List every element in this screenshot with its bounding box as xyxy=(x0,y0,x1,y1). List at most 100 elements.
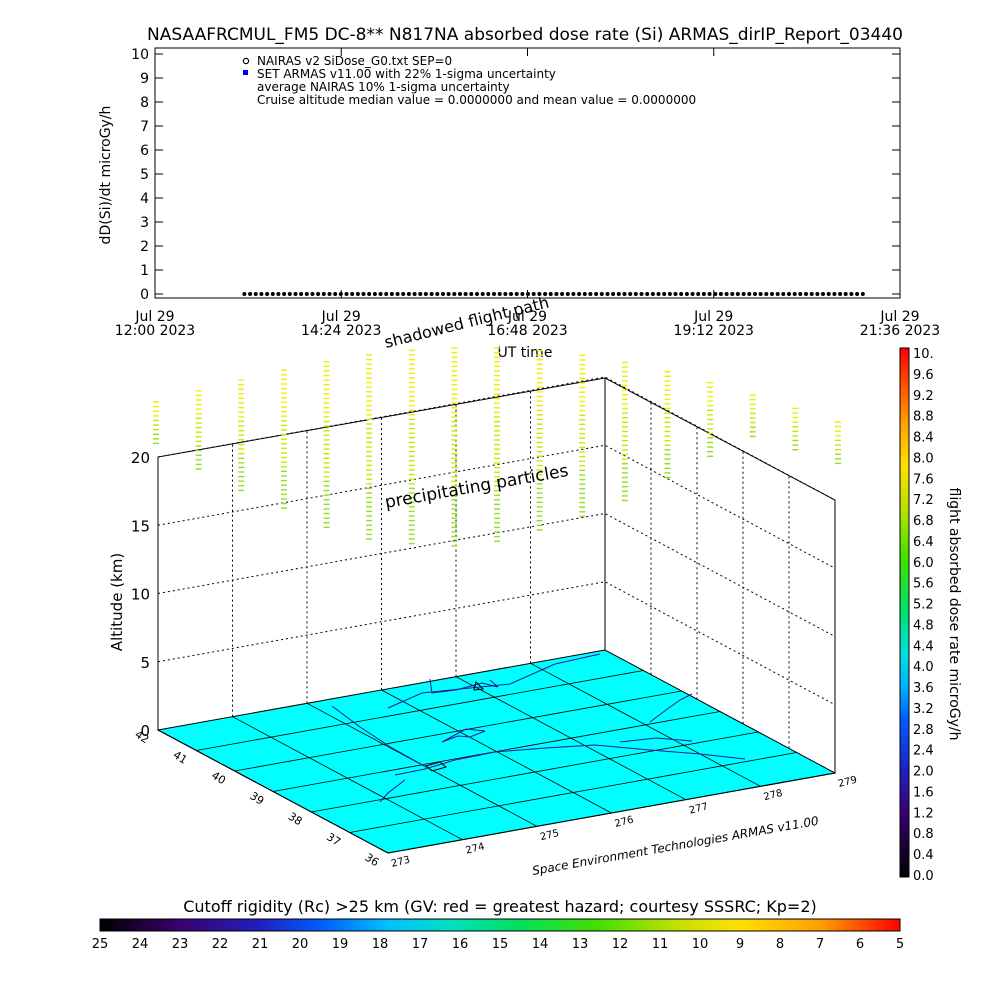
dose-colorbar-tick-label: 8.4 xyxy=(913,431,934,446)
rigidity-colorbar-ticks: 25 24 23 22 21 20 19 18 17 16 15 14 13 12 11 10 9 8 7 6 5 xyxy=(92,937,904,952)
latitude-tick-label: 37 xyxy=(324,830,343,848)
dose-data-point xyxy=(435,292,440,296)
rigidity-colorbar-tick-label: 5 xyxy=(896,937,904,952)
rigidity-colorbar-tick-label: 21 xyxy=(252,937,269,952)
dose-data-point xyxy=(463,292,468,296)
dose-data-point xyxy=(384,292,389,296)
dose-colorbar-tick-label: 6.0 xyxy=(913,556,934,571)
dose-data-point xyxy=(401,292,406,296)
dose-x-tick-date: Jul 29 xyxy=(879,309,919,325)
dose-data-point xyxy=(372,292,377,296)
dose-data-point xyxy=(730,292,735,296)
dose-data-point xyxy=(509,292,513,296)
dose-data-point xyxy=(747,292,752,296)
software-credit: Space Environment Technologies ARMAS v11… xyxy=(531,814,820,878)
altitude-tick-label: 5 xyxy=(140,654,150,672)
rigidity-colorbar-tick-label: 12 xyxy=(612,937,629,952)
dose-data-point xyxy=(299,292,304,296)
latitude-tick-label: 42 xyxy=(132,728,151,746)
dose-data-point xyxy=(282,292,287,296)
dose-x-tick-date: Jul 29 xyxy=(134,309,174,325)
rigidity-colorbar-tick-label: 6 xyxy=(856,937,864,952)
latitude-tick-label: 36 xyxy=(362,851,381,869)
rigidity-colorbar-tick-label: 13 xyxy=(572,937,589,952)
altitude-tick-label: 0 xyxy=(140,722,150,740)
dose-data-point xyxy=(526,292,530,296)
dose-data-point xyxy=(855,292,860,296)
map-outlines xyxy=(331,653,746,803)
dose-data-point xyxy=(770,292,774,296)
precipitating-particles xyxy=(153,347,841,547)
dose-data-point xyxy=(492,292,496,296)
dose-data-point xyxy=(679,292,684,296)
dose-data-point xyxy=(588,292,593,296)
dose-x-tick-date: Jul 29 xyxy=(693,309,733,325)
legend-cruise-stats: Cruise altitude median value = 0.0000000… xyxy=(257,93,696,107)
dose-colorbar-tick-label: 2.8 xyxy=(913,723,934,738)
floor-grid-line xyxy=(232,716,463,841)
dose-y-tick-label: 0 xyxy=(140,287,149,303)
rigidity-colorbar-tick-label: 20 xyxy=(292,937,309,952)
dose-colorbar-tick-label: 8.8 xyxy=(913,410,934,425)
dose-colorbar-tick-label: 0.4 xyxy=(913,848,934,863)
dose-colorbar-tick-label: 6.4 xyxy=(913,535,934,550)
dose-data-point xyxy=(684,292,689,296)
dose-colorbar-tick-label: 5.2 xyxy=(913,598,934,613)
rigidity-colorbar: Cutoff rigidity (Rc) >25 km (GV: red = g… xyxy=(92,897,904,952)
dose-data-point xyxy=(560,292,565,296)
dose-data-point xyxy=(537,292,542,296)
chart-title: NASAAFRCMUL_FM5 DC-8** N817NA absorbed d… xyxy=(147,25,903,45)
dose-data-point xyxy=(350,292,355,296)
rigidity-colorbar-tick-label: 7 xyxy=(816,937,824,952)
latitude-tick-label: 39 xyxy=(247,789,266,807)
dose-data-point xyxy=(775,292,780,296)
altitude-3d-plot: 0 5 10 15 20 Altitude (km) 42 41 40 39 38 37 36 27… xyxy=(108,293,858,878)
dose-data-point xyxy=(475,292,479,296)
latitude-tick-label: 41 xyxy=(171,748,190,766)
dose-data-point xyxy=(486,292,491,296)
rigidity-colorbar-tick-label: 10 xyxy=(692,937,709,952)
dose-data-point xyxy=(582,292,587,296)
rigidity-colorbar-label: Cutoff rigidity (Rc) >25 km (GV: red = g… xyxy=(183,897,817,916)
dose-colorbar-tick-label: 7.6 xyxy=(913,472,934,487)
dose-data-point xyxy=(628,292,633,296)
dose-data-point xyxy=(344,292,349,296)
floor-grid-line xyxy=(455,676,687,801)
dose-y-tick-label: 10 xyxy=(131,47,149,63)
dose-data-point xyxy=(310,292,315,296)
dose-colorbar-tick-label: 4.4 xyxy=(913,639,934,654)
dose-colorbar-tick-label: 2.4 xyxy=(913,744,934,759)
annotation-precipitating-particles: precipitating particles xyxy=(383,461,570,513)
dose-data-point xyxy=(304,292,309,296)
wall-grid-line xyxy=(157,444,836,569)
longitude-tick-label: 275 xyxy=(539,828,560,843)
dose-colorbar-tick-label: 4.0 xyxy=(913,660,934,675)
dose-data-point xyxy=(248,292,253,296)
legend-armas: SET ARMAS v11.00 with 22% 1-sigma uncert… xyxy=(257,67,556,81)
dose-colorbar-ticks: 0.0 0.4 0.8 1.2 1.6 2.0 2.4 2.8 3.2 3.6 4.0 4.4 4.8 5… xyxy=(913,347,934,884)
dose-y-tick-label: 7 xyxy=(140,119,149,135)
dose-data-point xyxy=(792,292,797,296)
dose-data-point xyxy=(338,292,343,296)
dose-data-point xyxy=(446,292,451,296)
dose-data-point xyxy=(361,292,366,296)
dose-y-tick-label: 9 xyxy=(140,71,149,87)
longitude-tick-label: 276 xyxy=(614,815,635,830)
dose-data-point xyxy=(554,292,559,296)
dose-data-point xyxy=(497,292,502,296)
dose-data-point xyxy=(860,292,865,296)
dose-data-point xyxy=(287,292,292,296)
dose-data-point xyxy=(673,292,678,296)
dose-data-point xyxy=(650,292,655,296)
rigidity-colorbar-tick-label: 23 xyxy=(172,937,189,952)
legend-nairas-average: average NAIRAS 10% 1-sigma uncertainty xyxy=(257,80,510,94)
dose-data-point xyxy=(849,292,854,296)
altitude-tick-label: 20 xyxy=(131,449,150,467)
dose-data-point xyxy=(656,292,661,296)
dose-data-point xyxy=(633,292,638,296)
dose-colorbar-tick-label: 7.2 xyxy=(913,493,934,508)
rigidity-colorbar-tick-label: 14 xyxy=(532,937,549,952)
dose-data-point xyxy=(520,292,525,296)
